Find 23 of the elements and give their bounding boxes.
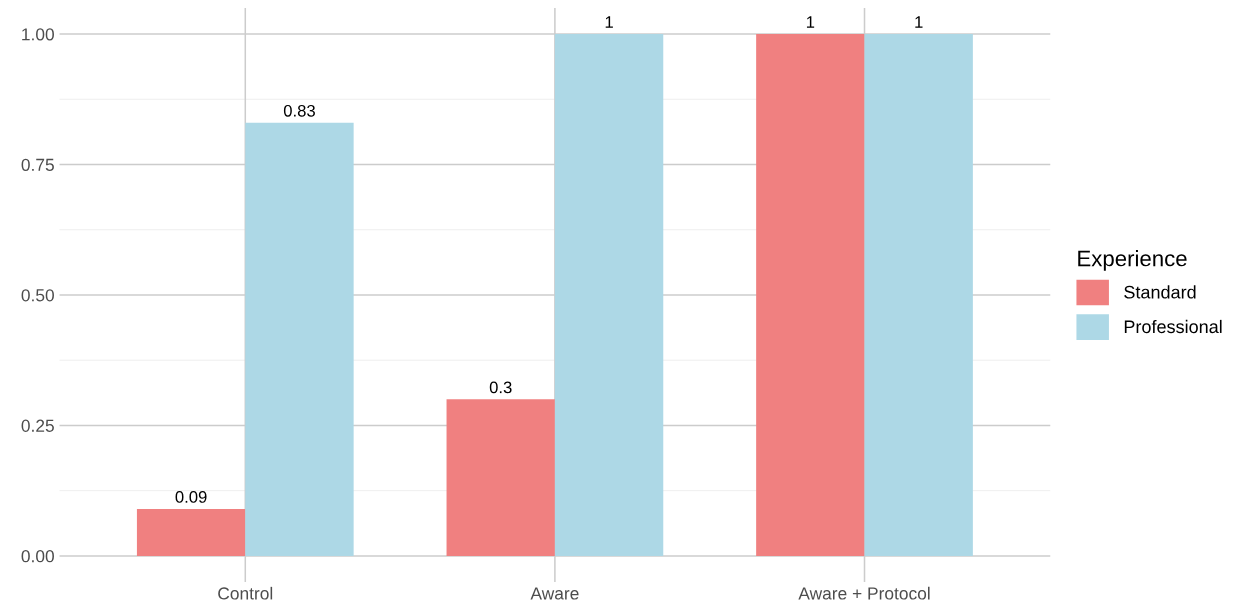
bar	[756, 34, 865, 556]
legend-label: Professional	[1124, 319, 1222, 334]
y-tick-label: 1.00	[22, 28, 54, 41]
y-tick-label: 0.75	[21, 158, 54, 171]
x-tick-label: Aware + Protocol	[798, 586, 930, 600]
data-label: 0.3	[489, 381, 512, 394]
data-label: 1	[605, 16, 613, 28]
bar	[446, 399, 555, 556]
legend-label: Standard	[1124, 285, 1196, 299]
y-tick-label: 0.50	[21, 289, 54, 302]
data-label: 0.83	[283, 104, 315, 117]
legend-title: Experience	[1078, 250, 1187, 271]
y-tick-label: 0.00	[21, 550, 54, 563]
bar	[245, 122, 354, 556]
x-tick-label: Control	[218, 586, 273, 600]
x-tick-label: Aware	[530, 587, 579, 600]
bar	[864, 34, 973, 556]
bar	[136, 508, 246, 556]
data-label: 0.09	[175, 491, 207, 503]
y-tick-label: 0.25	[21, 419, 54, 432]
bar	[554, 34, 664, 556]
data-label: 1	[806, 16, 815, 28]
data-label: 1	[915, 16, 923, 28]
